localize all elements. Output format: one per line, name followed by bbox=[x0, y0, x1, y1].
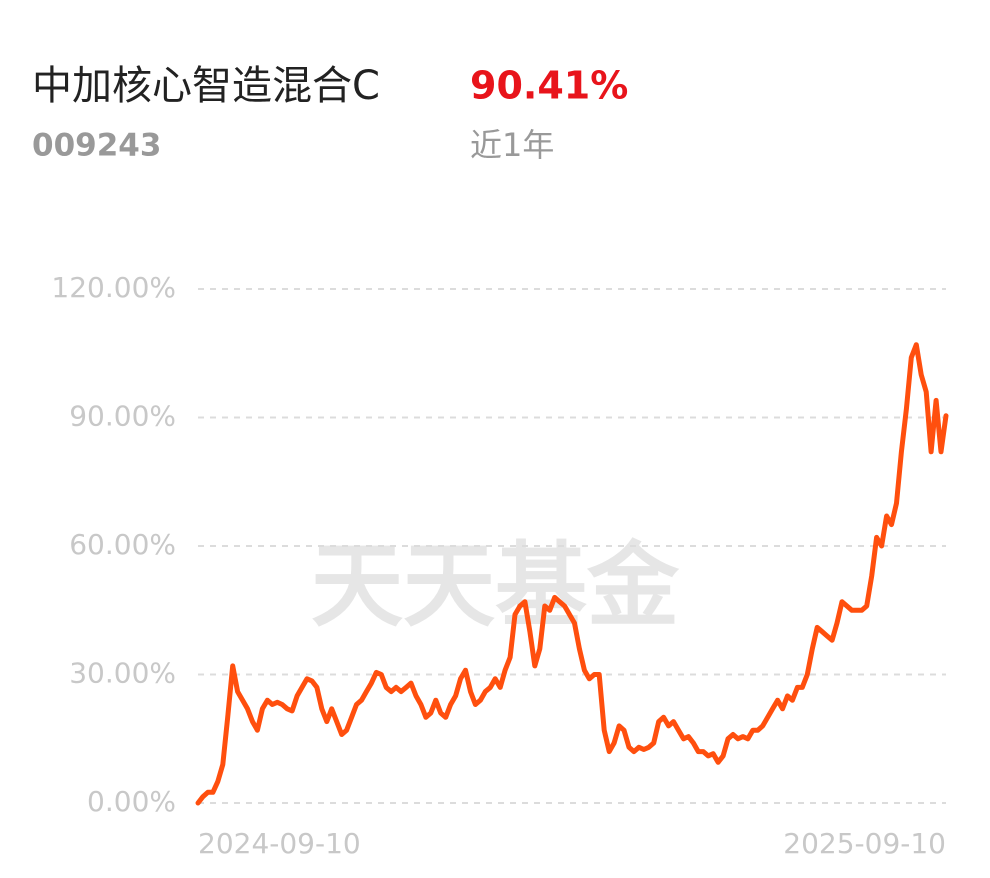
watermark: 天天基金 bbox=[311, 532, 680, 639]
return-value: 90.41% bbox=[470, 64, 628, 108]
y-tick-label: 120.00% bbox=[51, 271, 176, 304]
y-tick-label: 30.00% bbox=[69, 657, 176, 690]
period-label: 近1年 bbox=[470, 126, 554, 164]
fund-code: 009243 bbox=[32, 128, 161, 164]
y-tick-label: 0.00% bbox=[87, 785, 176, 818]
y-tick-label: 60.00% bbox=[69, 528, 176, 561]
fund-name: 中加核心智造混合C bbox=[32, 63, 380, 109]
y-tick-label: 90.00% bbox=[69, 400, 176, 433]
x-tick-label: 2025-09-10 bbox=[783, 827, 946, 860]
data-line bbox=[195, 342, 949, 806]
x-tick-label: 2024-09-10 bbox=[198, 827, 361, 860]
